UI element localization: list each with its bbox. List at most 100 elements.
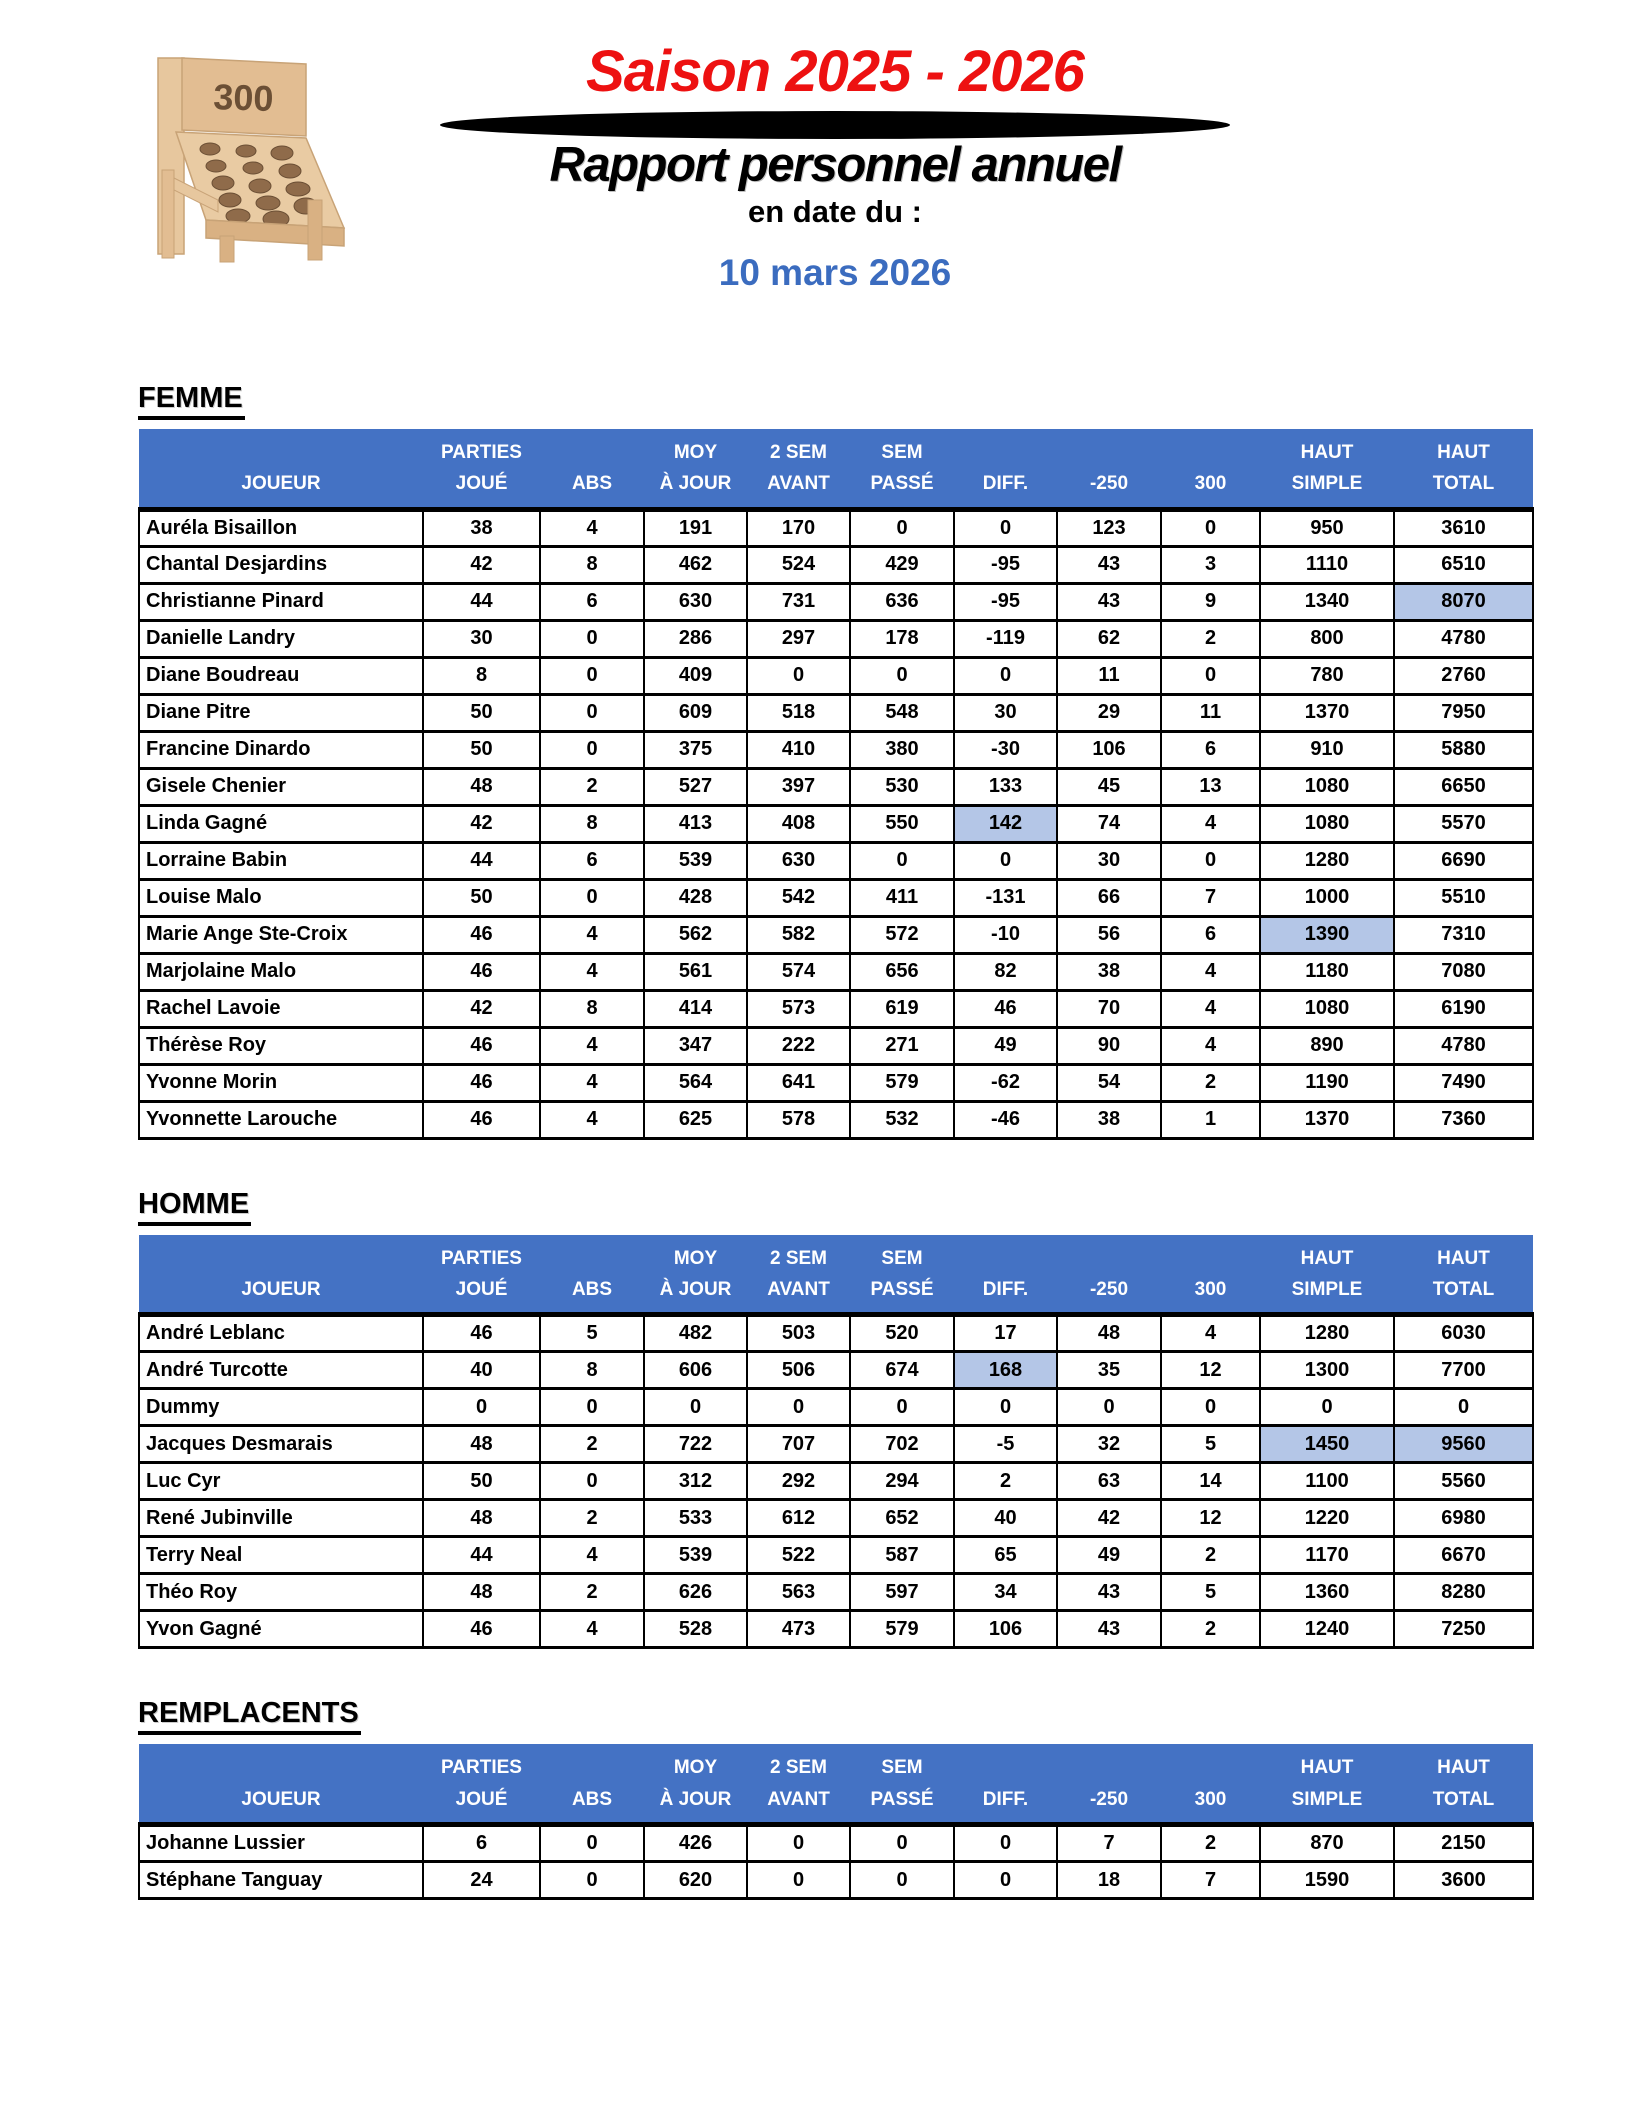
svg-text:300: 300 [213,76,274,119]
value-cell: 1370 [1259,692,1395,733]
value-cell: 5880 [1393,729,1534,770]
player-name-cell: Jacques Desmarais [138,1424,424,1465]
value-cell: 54 [1056,1062,1162,1103]
column-header-line1: MOY [673,1247,718,1269]
value-cell: 429 [849,544,955,585]
value-cell: 8280 [1393,1572,1534,1613]
value-cell: 1340 [1259,581,1395,622]
value-cell: 7360 [1393,1099,1534,1140]
table-row: Rachel Lavoie 42 8 414 573 619 46 70 4 1080 6190 [138,988,1534,1029]
table-row: Terry Neal 44 4 539 522 587 65 49 2 1170 6670 [138,1535,1534,1576]
value-cell: 6 [422,1823,541,1864]
column-header-line1: PARTIES [441,1757,522,1779]
value-cell: 473 [746,1609,851,1650]
value-cell: 606 [643,1350,748,1391]
value-cell: 43 [1056,544,1162,585]
value-cell: 2760 [1393,655,1534,696]
column-header-sem-passe: SEM PASSÉ [850,429,954,512]
value-cell: 123 [1056,507,1162,548]
value-cell: 7 [1160,1860,1261,1901]
column-header-diff: DIFF. [954,429,1057,512]
value-cell: 4 [1160,1025,1261,1066]
value-cell: -46 [953,1099,1058,1140]
player-name-cell: Yvon Gagné [138,1609,424,1650]
column-header-line2: -250 [1089,1279,1129,1301]
column-header-line1: PARTIES [441,1247,522,1269]
section-title-femme: FEMME [138,382,245,420]
value-cell: 0 [849,1860,955,1901]
value-cell: 45 [1056,766,1162,807]
column-header-line2: TOTAL [1432,473,1495,495]
value-cell: 24 [422,1860,541,1901]
player-name-cell: Auréla Bisaillon [138,507,424,548]
value-cell: 14 [1160,1461,1261,1502]
value-cell: 170 [746,507,851,548]
value-cell: 191 [643,507,748,548]
value-cell: 30 [1056,840,1162,881]
player-name-cell: Lorraine Babin [138,840,424,881]
column-header--250: -250 [1057,429,1161,512]
value-cell: 3 [1160,544,1261,585]
value-cell: 48 [422,1424,541,1465]
column-header-line2: PASSÉ [870,1788,934,1810]
column-header--250: -250 [1057,1234,1161,1318]
value-cell: 48 [422,1498,541,1539]
value-cell: 35 [1056,1350,1162,1391]
column-header-line2: ABS [571,1788,613,1810]
value-cell: -30 [953,729,1058,770]
value-cell: -5 [953,1424,1058,1465]
highlighted-value-cell: 1450 [1259,1424,1395,1465]
highlighted-value-cell: 8070 [1393,581,1534,622]
column-header-line1: MOY [673,1757,718,1779]
value-cell: 630 [746,840,851,881]
column-header-line1: MOY [673,442,718,463]
value-cell: 46 [422,1609,541,1650]
value-cell: 74 [1056,803,1162,844]
value-cell: 0 [422,1387,541,1428]
value-cell: 578 [746,1099,851,1140]
column-header-parties-joue: PARTIES JOUÉ [423,1744,540,1828]
column-header-line2: -250 [1089,1788,1129,1810]
report-content: FEMME JOUEUR PARTIES JOUÉ ABS MOY À JOUR 2 SEM… [138,0,1534,1901]
value-cell: 4 [539,1535,645,1576]
value-cell: 409 [643,655,748,696]
player-name-cell: Thérèse Roy [138,1025,424,1066]
value-cell: 49 [1056,1535,1162,1576]
divider-ellipse [440,110,1230,139]
value-cell: 656 [849,951,955,992]
column-header-diff: DIFF. [954,1744,1057,1828]
column-header-300: 300 [1161,1234,1260,1318]
value-cell: 539 [643,840,748,881]
table-row: Dummy 0 0 0 0 0 0 0 0 0 0 [138,1387,1534,1428]
value-cell: 5510 [1393,877,1534,918]
value-cell: 63 [1056,1461,1162,1502]
column-header-line2: JOUEUR [241,1788,321,1810]
value-cell: 1280 [1259,840,1395,881]
column-header-line1: HAUT [1437,1757,1490,1779]
table-row: Louise Malo 50 0 428 542 411 -131 66 7 1000 5510 [138,877,1534,918]
column-header-300: 300 [1161,429,1260,512]
value-cell: 561 [643,951,748,992]
value-cell: -62 [953,1062,1058,1103]
value-cell: 82 [953,951,1058,992]
column-header-line1: SEM [881,1757,923,1779]
value-cell: 4 [539,1025,645,1066]
value-cell: 42 [422,988,541,1029]
wooden-game-board-logo: 300 [148,50,358,265]
value-cell: 0 [539,655,645,696]
value-cell: 11 [1056,655,1162,696]
player-name-cell: Diane Boudreau [138,655,424,696]
value-cell: 8 [539,1350,645,1391]
value-cell: 4 [539,1099,645,1140]
value-cell: 18 [1056,1860,1162,1901]
value-cell: 0 [953,507,1058,548]
value-cell: 4 [539,914,645,955]
table-row: Marie Ange Ste-Croix 46 4 562 582 572 -10 56 6 13… [138,914,1534,955]
column-header-abs: ABS [540,429,644,512]
value-cell: 0 [849,507,955,548]
value-cell: 542 [746,877,851,918]
value-cell: 7080 [1393,951,1534,992]
value-cell: 426 [643,1823,748,1864]
value-cell: 7 [1160,877,1261,918]
player-name-cell: Francine Dinardo [138,729,424,770]
